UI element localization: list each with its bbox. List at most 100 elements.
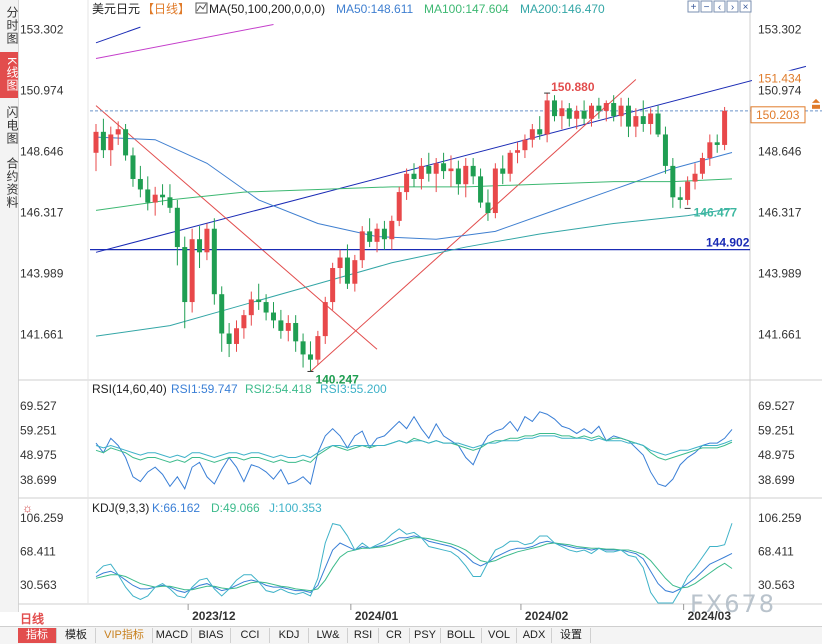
candle-body xyxy=(182,247,188,303)
candle-body xyxy=(699,158,705,174)
trendline xyxy=(310,79,637,372)
left-tab-3[interactable]: 合约资料 xyxy=(5,157,19,209)
ma-toggle-glyph xyxy=(196,3,207,12)
period-label[interactable]: 日线 xyxy=(20,612,45,626)
y-tick-label: 59.251 xyxy=(758,423,795,437)
candle-body xyxy=(130,155,136,179)
candle-body xyxy=(648,113,654,124)
left-tab-bar: 分时图 K线图闪电图合约资料 xyxy=(0,0,19,612)
candle-body xyxy=(396,192,402,221)
ma-line-ma50 xyxy=(95,136,733,240)
y-tick-label-left: 143.989 xyxy=(20,267,64,281)
candle-body xyxy=(492,168,498,214)
candle-body xyxy=(463,165,469,185)
recent-low-annotation: 146.477 xyxy=(694,205,738,219)
ma-toggle-icon xyxy=(195,2,208,14)
y-tick-label-left: 153.302 xyxy=(20,23,64,37)
indicator-tab-3[interactable]: MACD xyxy=(153,628,192,643)
ref-price-tag: 151.434 xyxy=(758,72,802,86)
candle-body xyxy=(625,105,631,127)
indicator-tab-9[interactable]: CR xyxy=(379,628,410,643)
candle-body xyxy=(603,103,609,111)
trendline xyxy=(95,23,274,60)
indicator-tab-12[interactable]: VOL xyxy=(482,628,517,643)
minus-icon[interactable]: − xyxy=(704,2,710,13)
indicator-tab-5[interactable]: CCI xyxy=(231,628,270,643)
low-annotation: 140.247 xyxy=(315,372,359,386)
plus-icon[interactable]: + xyxy=(691,2,697,13)
kdj-j-value: J:100.353 xyxy=(269,501,322,515)
indicator-tab-4[interactable]: BIAS xyxy=(192,628,231,643)
candle-body xyxy=(426,165,432,174)
rsi3-value: RSI3:55.200 xyxy=(320,382,387,396)
left-tab-2[interactable]: 闪电图 xyxy=(5,105,19,145)
indicator-tab-10[interactable]: PSY xyxy=(410,628,441,643)
candle-body xyxy=(367,231,373,242)
indicator-tab-2[interactable]: VIP指标 xyxy=(96,628,153,643)
indicator-tab-1[interactable]: 模板 xyxy=(57,628,96,643)
candle-body xyxy=(263,302,269,313)
y-tick-label: 30.563 xyxy=(758,578,795,592)
arrow-right-icon[interactable]: › xyxy=(731,2,734,13)
candle-body xyxy=(633,116,639,127)
indicator-tab-14[interactable]: 设置 xyxy=(552,628,591,643)
candle-body xyxy=(152,194,158,203)
price-arrow-icon xyxy=(812,98,820,103)
indicator-tab-7[interactable]: LW& xyxy=(309,628,348,643)
x-tick-label: 2024/01 xyxy=(355,609,399,623)
rsi-name: RSI(14,60,40) xyxy=(92,382,167,396)
candle-body xyxy=(219,294,225,334)
trendline xyxy=(95,26,141,44)
indicator-tab-8[interactable]: RSI xyxy=(348,628,379,643)
left-tab-0[interactable]: 分时图 xyxy=(5,5,19,45)
ma200-value: MA200:146.470 xyxy=(520,2,605,16)
candle-body xyxy=(574,110,580,119)
candle-body xyxy=(529,129,535,140)
candle-body xyxy=(500,168,506,174)
y-tick-label-left: 146.317 xyxy=(20,206,64,220)
kdj-d-value: D:49.066 xyxy=(211,501,260,515)
candle-body xyxy=(566,108,572,119)
trendline xyxy=(95,105,378,350)
indicator-tab-11[interactable]: BOLL xyxy=(441,628,482,643)
x-tick-label: 2024/02 xyxy=(525,609,569,623)
indicator-tab-0[interactable]: 指标 xyxy=(18,628,57,643)
candle-body xyxy=(315,336,321,360)
high-annotation: 150.880 xyxy=(551,80,595,94)
candle-body xyxy=(707,142,713,159)
ma-line-ma100 xyxy=(95,178,733,211)
candle-body xyxy=(677,197,683,200)
candle-body xyxy=(381,228,387,240)
candle-body xyxy=(655,113,661,135)
candle-body xyxy=(189,239,195,303)
indicator-tab-13[interactable]: ADX xyxy=(517,628,552,643)
candle-body xyxy=(559,108,565,117)
left-tab-1[interactable]: K线图 xyxy=(0,52,19,98)
arrow-left-icon[interactable]: ‹ xyxy=(718,2,721,13)
candle-body xyxy=(93,131,99,153)
series-line-rsi1 xyxy=(95,411,733,490)
candle-body xyxy=(108,134,114,151)
candle-body xyxy=(478,176,484,203)
candle-body xyxy=(522,139,528,151)
candle-body xyxy=(115,129,121,135)
candle-body xyxy=(145,189,151,203)
candle-body xyxy=(611,103,617,117)
y-tick-label: 141.661 xyxy=(758,328,802,342)
y-tick-label-left: 141.661 xyxy=(20,328,64,342)
candle-body xyxy=(278,320,284,331)
close-icon[interactable]: × xyxy=(743,2,749,13)
indicator-tab-6[interactable]: KDJ xyxy=(270,628,309,643)
candle-body xyxy=(174,207,180,248)
candle-body xyxy=(322,302,328,337)
candle-body xyxy=(411,173,417,179)
candle-body xyxy=(515,150,521,153)
y-tick-label: 148.646 xyxy=(758,145,802,159)
candle-body xyxy=(433,163,439,174)
candle-body xyxy=(234,328,240,344)
close-icon-box xyxy=(739,0,752,13)
indicator-tab-bar: 指标 模板 VIP指标 MACD BIAS CCI KDJ LW& RSI CR PSY BOLL VO… xyxy=(0,626,822,644)
kdj-settings-icon[interactable]: ☼ xyxy=(22,501,33,515)
kdj-name: KDJ(9,3,3) xyxy=(92,501,149,515)
y-tick-label: 143.989 xyxy=(758,267,802,281)
